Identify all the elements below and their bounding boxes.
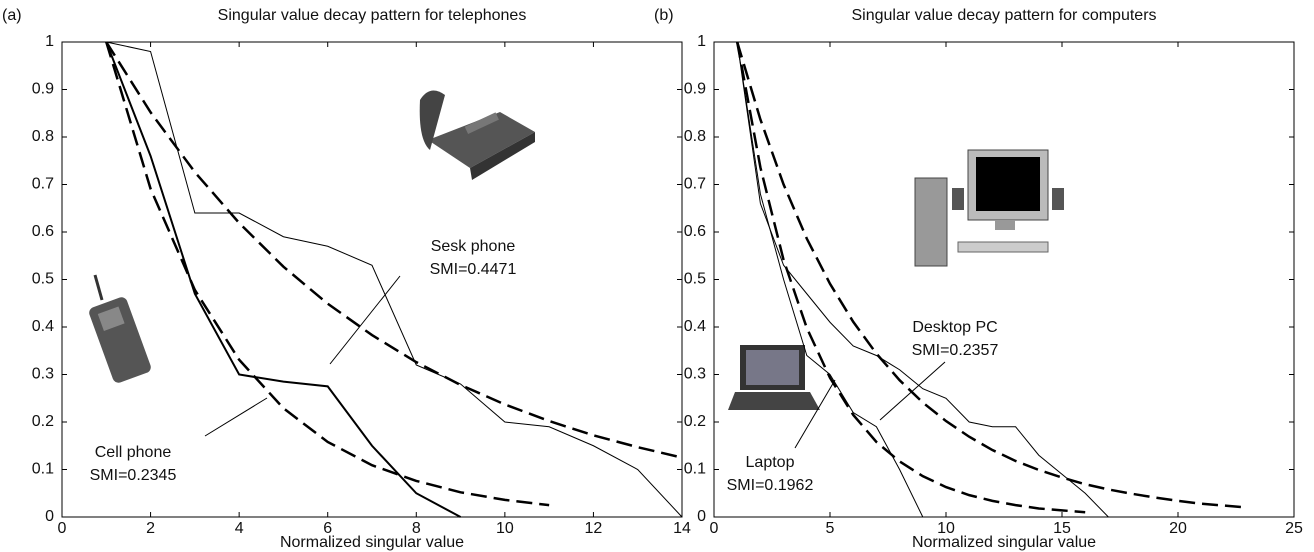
x-tick-label: 10: [937, 520, 955, 537]
y-tick-label: 0.7: [684, 176, 706, 193]
desktop-pc-icon: [914, 149, 1064, 267]
x-tick-label: 0: [710, 520, 719, 537]
annotation: Cell phone: [95, 444, 172, 461]
annotation: SMI=0.2357: [912, 342, 999, 359]
y-tick-label: 0.2: [32, 413, 54, 430]
x-tick-label: 20: [1169, 520, 1187, 537]
chart-title: Singular value decay pattern for telepho…: [218, 7, 527, 24]
laptop-icon: [728, 345, 820, 410]
y-tick-label: 0.7: [32, 176, 54, 193]
series-line: [105, 41, 550, 507]
x-tick-label: 12: [585, 520, 603, 537]
annotation-pointer: [329, 275, 401, 365]
x-tick-label: 5: [826, 520, 835, 537]
series-line: [735, 41, 1086, 514]
y-tick-label: 0.2: [684, 413, 706, 430]
x-tick-label: 15: [1053, 520, 1071, 537]
y-tick-label: 0.1: [684, 461, 706, 478]
series-line: [105, 41, 462, 518]
y-tick-label: 0.3: [32, 366, 54, 383]
annotation: SMI=0.2345: [90, 467, 177, 484]
panel-label: (b): [654, 7, 674, 24]
y-tick-label: 1: [45, 33, 54, 50]
y-tick-label: 0.6: [32, 223, 54, 240]
x-tick-label: 4: [235, 520, 244, 537]
cell-phone-icon: [89, 274, 151, 383]
y-tick-label: 0.1: [32, 461, 54, 478]
y-tick-label: 1: [697, 33, 706, 50]
series-line: [736, 41, 1248, 509]
x-axis-label: Normalized singular value: [280, 534, 464, 551]
y-tick-label: 0.9: [684, 81, 706, 98]
annotation: Laptop: [746, 454, 795, 471]
annotation: Sesk phone: [431, 238, 516, 255]
series-line: [106, 41, 683, 518]
y-tick-label: 0.9: [32, 81, 54, 98]
y-tick-label: 0: [697, 508, 706, 525]
series-line: [105, 41, 683, 459]
series-line: [736, 41, 924, 518]
series-line: [736, 41, 1109, 518]
x-tick-label: 6: [323, 520, 332, 537]
y-tick-label: 0.8: [684, 128, 706, 145]
y-tick-label: 0.5: [684, 271, 706, 288]
y-tick-label: 0.5: [32, 271, 54, 288]
x-tick-label: 2: [146, 520, 155, 537]
annotation: Desktop PC: [912, 319, 997, 336]
plot-frame: [713, 41, 1295, 518]
y-tick-label: 0.3: [684, 366, 706, 383]
x-tick-label: 10: [496, 520, 514, 537]
annotation-pointer: [879, 361, 946, 421]
annotation: SMI=0.1962: [727, 477, 814, 494]
y-tick-label: 0.8: [32, 128, 54, 145]
annotation: SMI=0.4471: [430, 261, 517, 278]
y-tick-label: 0: [45, 508, 54, 525]
y-tick-label: 0.4: [32, 318, 54, 335]
x-tick-label: 0: [58, 520, 67, 537]
annotation-pointer: [794, 379, 836, 449]
x-tick-label: 25: [1285, 520, 1303, 537]
chart-title: Singular value decay pattern for compute…: [851, 7, 1156, 24]
x-axis-label: Normalized singular value: [912, 534, 1096, 551]
y-tick-label: 0.6: [684, 223, 706, 240]
x-tick-label: 8: [412, 520, 421, 537]
panel-label: (a): [2, 7, 22, 24]
y-tick-label: 0.4: [684, 318, 706, 335]
annotation-pointer: [204, 397, 268, 437]
x-tick-label: 14: [673, 520, 691, 537]
desk-phone-icon: [419, 90, 535, 180]
